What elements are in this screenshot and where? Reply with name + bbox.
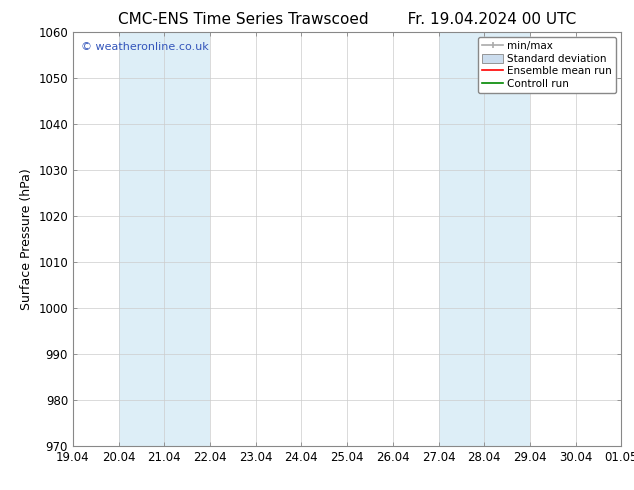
Legend: min/max, Standard deviation, Ensemble mean run, Controll run: min/max, Standard deviation, Ensemble me… (478, 37, 616, 93)
Title: CMC-ENS Time Series Trawscoed        Fr. 19.04.2024 00 UTC: CMC-ENS Time Series Trawscoed Fr. 19.04.… (118, 12, 576, 26)
Bar (439, 32, 530, 446)
Bar (119, 32, 210, 446)
Y-axis label: Surface Pressure (hPa): Surface Pressure (hPa) (20, 168, 33, 310)
Text: © weatheronline.co.uk: © weatheronline.co.uk (81, 42, 209, 52)
